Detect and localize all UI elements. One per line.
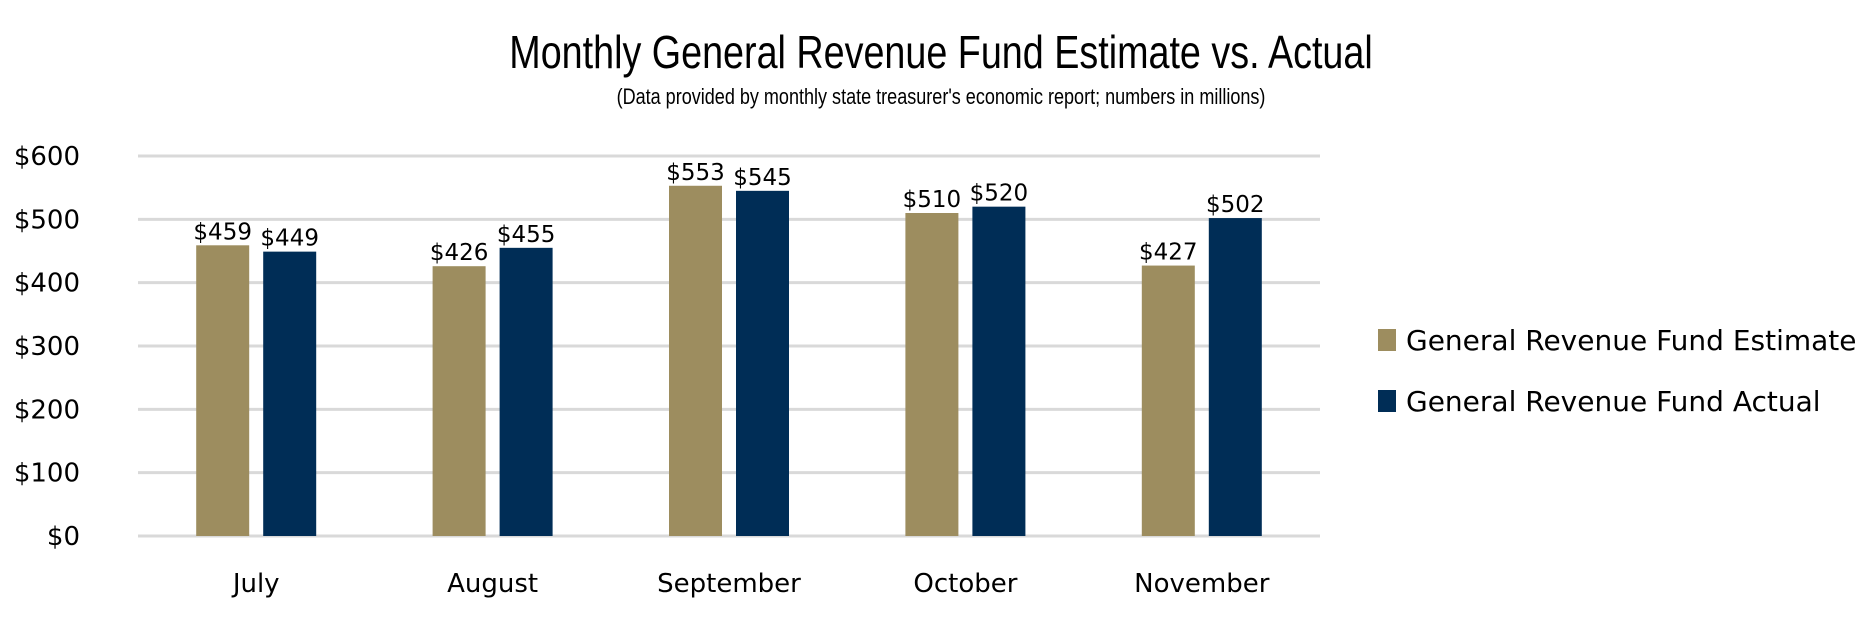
bar-estimate bbox=[432, 266, 486, 536]
data-label: $427 bbox=[1139, 240, 1198, 266]
bar-actual bbox=[736, 190, 789, 537]
y-tick-label: $100 bbox=[14, 459, 80, 489]
bar-estimate bbox=[669, 185, 722, 536]
legend-label: General Revenue Fund Estimate bbox=[1406, 324, 1857, 357]
bar-estimate bbox=[196, 245, 250, 537]
data-label: $510 bbox=[903, 187, 962, 213]
legend-swatch bbox=[1378, 390, 1396, 412]
bar-estimate bbox=[1141, 265, 1195, 536]
data-label: $459 bbox=[193, 219, 252, 245]
x-tick-label: November bbox=[1134, 569, 1270, 599]
bar-actual bbox=[972, 206, 1026, 536]
bar-actual bbox=[499, 247, 553, 537]
y-tick-label: $600 bbox=[14, 142, 80, 172]
bar-actual bbox=[263, 251, 317, 536]
chart-title: Monthly General Revenue Fund Estimate vs… bbox=[509, 26, 1372, 77]
data-label: $455 bbox=[497, 222, 556, 248]
x-tick-label: July bbox=[231, 569, 280, 599]
data-label: $449 bbox=[260, 226, 319, 252]
y-tick-label: $200 bbox=[14, 395, 80, 425]
data-label: $545 bbox=[733, 165, 792, 191]
y-tick-label: $500 bbox=[14, 205, 80, 235]
data-label: $502 bbox=[1206, 192, 1265, 218]
data-label: $520 bbox=[970, 181, 1029, 207]
bar-estimate bbox=[905, 213, 959, 536]
legend-label: General Revenue Fund Actual bbox=[1406, 385, 1821, 418]
data-label: $426 bbox=[430, 240, 489, 266]
data-label: $553 bbox=[666, 160, 725, 186]
x-tick-label: September bbox=[657, 569, 801, 599]
y-tick-label: $400 bbox=[14, 269, 80, 299]
x-tick-label: August bbox=[447, 569, 538, 599]
y-tick-label: $300 bbox=[14, 332, 80, 362]
bar-actual bbox=[1208, 218, 1262, 537]
x-tick-label: October bbox=[913, 569, 1017, 599]
legend-swatch bbox=[1378, 329, 1396, 351]
y-tick-label: $0 bbox=[47, 522, 80, 552]
chart-subtitle: (Data provided by monthly state treasure… bbox=[617, 85, 1266, 109]
